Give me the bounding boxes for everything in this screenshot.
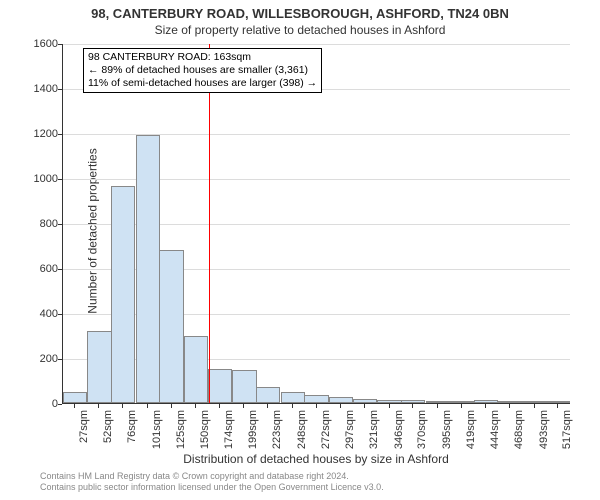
- histogram-bar: [401, 400, 425, 403]
- x-tick-mark: [509, 404, 510, 408]
- x-tick-mark: [122, 404, 123, 408]
- x-tick-mark: [74, 404, 75, 408]
- chart-subtitle: Size of property relative to detached ho…: [0, 23, 600, 37]
- histogram-bar: [111, 186, 135, 403]
- x-tick-mark: [461, 404, 462, 408]
- reference-line: [209, 44, 210, 403]
- y-tick-label: 1000: [32, 173, 58, 185]
- y-tick-mark: [58, 404, 62, 405]
- y-tick-label: 1600: [32, 38, 58, 50]
- y-tick-mark: [58, 314, 62, 315]
- x-tick-mark: [389, 404, 390, 408]
- x-tick-mark: [243, 404, 244, 408]
- annotation-line-3: 11% of semi-detached houses are larger (…: [88, 77, 317, 90]
- attribution-line-2: Contains public sector information licen…: [40, 482, 570, 493]
- chart-title: 98, CANTERBURY ROAD, WILLESBOROUGH, ASHF…: [0, 6, 600, 21]
- histogram-bar: [256, 387, 280, 403]
- histogram-bar: [63, 392, 87, 403]
- histogram-bar: [546, 401, 570, 403]
- y-tick-mark: [58, 359, 62, 360]
- annotation-line-1: 98 CANTERBURY ROAD: 163sqm: [88, 51, 317, 64]
- y-tick-label: 1400: [32, 83, 58, 95]
- y-tick-label: 200: [32, 353, 58, 365]
- histogram-bar: [426, 401, 450, 403]
- histogram-bar: [498, 401, 522, 403]
- y-tick-mark: [58, 224, 62, 225]
- histogram-bar: [87, 331, 111, 403]
- x-tick-mark: [412, 404, 413, 408]
- y-tick-label: 400: [32, 308, 58, 320]
- y-tick-mark: [58, 89, 62, 90]
- histogram-bar: [474, 400, 498, 403]
- x-tick-mark: [219, 404, 220, 408]
- histogram-bar: [522, 401, 546, 403]
- x-tick-mark: [316, 404, 317, 408]
- attribution-line-1: Contains HM Land Registry data © Crown c…: [40, 471, 570, 482]
- histogram-bar: [184, 336, 208, 404]
- histogram-bar: [281, 392, 305, 403]
- x-tick-mark: [98, 404, 99, 408]
- x-tick-mark: [437, 404, 438, 408]
- x-tick-mark: [195, 404, 196, 408]
- x-tick-mark: [557, 404, 558, 408]
- histogram-bar: [208, 369, 232, 403]
- histogram-bar: [136, 135, 160, 403]
- y-tick-label: 600: [32, 263, 58, 275]
- histogram-bar: [159, 250, 183, 403]
- y-tick-mark: [58, 179, 62, 180]
- x-tick-mark: [534, 404, 535, 408]
- histogram-bar: [232, 370, 256, 403]
- histogram-bar: [304, 395, 328, 403]
- annotation-box: 98 CANTERBURY ROAD: 163sqm ← 89% of deta…: [83, 48, 322, 93]
- y-tick-label: 0: [32, 398, 58, 410]
- annotation-line-2: ← 89% of detached houses are smaller (3,…: [88, 64, 317, 77]
- chart-container: 98, CANTERBURY ROAD, WILLESBOROUGH, ASHF…: [0, 0, 600, 500]
- x-tick-mark: [364, 404, 365, 408]
- x-tick-mark: [340, 404, 341, 408]
- x-axis-label: Distribution of detached houses by size …: [62, 452, 570, 466]
- y-tick-mark: [58, 44, 62, 45]
- x-tick-mark: [485, 404, 486, 408]
- y-tick-label: 800: [32, 218, 58, 230]
- histogram-bar: [449, 401, 473, 403]
- histogram-bar: [353, 399, 377, 404]
- x-tick-mark: [267, 404, 268, 408]
- histogram-bar: [377, 400, 401, 403]
- grid-line: [63, 44, 570, 45]
- x-tick-mark: [292, 404, 293, 408]
- y-tick-label: 1200: [32, 128, 58, 140]
- x-tick-mark: [147, 404, 148, 408]
- y-tick-mark: [58, 269, 62, 270]
- plot-area: 98 CANTERBURY ROAD: 163sqm ← 89% of deta…: [62, 44, 570, 404]
- x-tick-mark: [171, 404, 172, 408]
- histogram-bar: [329, 397, 353, 403]
- y-tick-mark: [58, 134, 62, 135]
